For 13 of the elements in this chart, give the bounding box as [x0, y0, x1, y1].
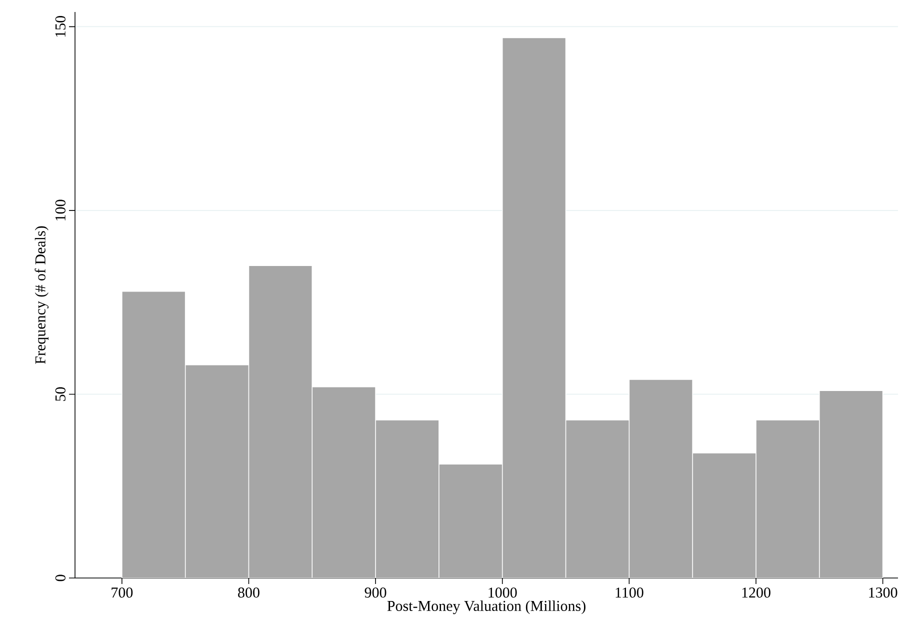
y-axis-title: Frequency (# of Deals) — [34, 226, 49, 364]
y-tick-label: 100 — [55, 200, 66, 220]
x-tick-label: 700 — [112, 588, 133, 598]
x-tick-label: 1300 — [869, 588, 898, 598]
y-tick-label: 150 — [55, 16, 66, 37]
x-tick-label: 1000 — [488, 588, 517, 598]
x-tick-label: 1100 — [616, 588, 644, 598]
x-tick-label: 800 — [238, 588, 260, 598]
x-tick-label: 1200 — [742, 588, 770, 598]
x-axis-title: Post-Money Valuation (Millions) — [387, 600, 586, 614]
y-tick-label: 0 — [55, 574, 66, 582]
y-tick-label: 50 — [55, 387, 66, 401]
x-tick-label: 900 — [364, 588, 386, 598]
